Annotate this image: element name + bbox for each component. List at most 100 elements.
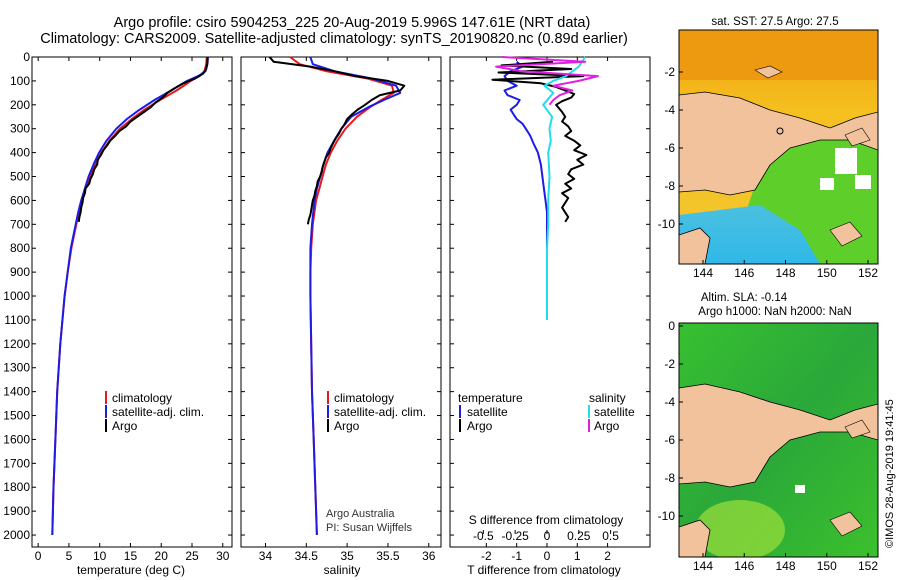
salinity-legend: climatology satellite-adj. clim. Argo Ar… [326, 391, 426, 534]
difference-frame [449, 56, 651, 548]
sst-land-australia [679, 227, 711, 264]
sla-gap [795, 485, 805, 493]
depth-tick-label: 400 [10, 146, 30, 160]
map-x-tick-label: 146 [734, 266, 754, 280]
legend-t-satellite-label: satellite [467, 405, 508, 419]
temperature-frame [31, 56, 233, 548]
s-difference-ticks: -0.5 -0.25 0 0.25 0.5 [473, 529, 619, 543]
salinity-series-satellite-adj-clim- [309, 56, 402, 536]
legend-t-argo-label: Argo [467, 419, 493, 433]
s-tick-label: 0.25 [567, 529, 591, 543]
temperature-legend: climatology satellite-adj. clim. Argo [105, 391, 204, 433]
depth-tick-label: 300 [10, 122, 30, 136]
s-tick-label: 0.5 [602, 529, 619, 543]
x-tick-label: 0 [35, 549, 42, 563]
x-tick-label: 20 [155, 549, 169, 563]
legend-satellite-label: satellite-adj. clim. [112, 405, 204, 419]
sla-map-title-line1: Altim. SLA: -0.14 [701, 292, 788, 304]
sst-cloud-gap [820, 178, 834, 190]
map-y-tick-label: -10 [658, 217, 676, 231]
sst-cloud-gap [855, 175, 871, 189]
depth-tick-label: 600 [10, 193, 30, 207]
map-y-tick-label: 0 [668, 319, 675, 333]
sst-map: sat. SST: 27.5 Argo: 27.5 144 146 148 150 15… [658, 16, 879, 280]
sla-island [829, 511, 863, 537]
sla-land-newguinea [679, 383, 878, 488]
map-x-tick-label: 144 [693, 266, 713, 280]
depth-tick-label: 1100 [4, 313, 30, 327]
map-y-tick-label: -2 [664, 357, 675, 371]
difference-series-t-satellite [503, 61, 548, 239]
depth-tick-label: 700 [10, 217, 30, 231]
salinity-panel: 34 34.5 35 35.5 36 [240, 56, 442, 563]
x-tick-label: 2 [604, 549, 611, 563]
map-y-tick-label: -6 [664, 433, 675, 447]
x-tick-label: 1 [574, 549, 581, 563]
sst-argo-marker [776, 127, 784, 135]
figure-title-line2: Climatology: CARS2009. Satellite-adjuste… [40, 31, 628, 47]
legend-climatology-label: climatology [334, 391, 394, 405]
legend-argo-label: Argo [112, 419, 138, 433]
credit-line2: PI: Susan Wijffels [326, 522, 412, 534]
depth-tick-label: 800 [10, 241, 30, 255]
depth-axis: 0 100 200 300 400 500 600 700 800 900 1000 1100 1200… [3, 50, 30, 542]
x-tick-label: -2 [481, 549, 492, 563]
depth-tick-label: 1300 [3, 361, 30, 375]
difference-series-s-argo [495, 56, 599, 106]
sla-land-australia [679, 519, 711, 557]
difference-axis-label: T difference from climatology [467, 563, 621, 577]
x-tick-label: 35 [340, 549, 354, 563]
temperature-axis-label: temperature (deg C) [77, 563, 185, 577]
figure-title-line1: Argo profile: csiro 5904253_225 20-Aug-2… [114, 15, 591, 31]
x-tick-label: 5 [66, 549, 73, 563]
difference-series-s-satellite [542, 56, 587, 320]
map-x-tick-label: 146 [734, 559, 754, 573]
x-tick-label: 10 [93, 549, 107, 563]
map-y-tick-label: -10 [658, 509, 676, 523]
temperature-series-argo [77, 57, 209, 223]
s-tick-label: -0.5 [473, 529, 494, 543]
sst-map-ticks: 144 146 148 150 152 -2 -4 -6 -8 -10 [658, 65, 879, 280]
sla-high-anomaly [695, 500, 785, 557]
map-x-tick-label: 152 [858, 266, 878, 280]
depth-tick-label: 1700 [3, 456, 30, 470]
depth-tick-label: 1800 [3, 480, 30, 494]
temperature-series-climatology [51, 56, 208, 536]
difference-panel: -2 -1 0 1 2 [449, 56, 651, 563]
imos-timestamp: ©IMOS 28-Aug-2019 19:41:45 [884, 399, 896, 548]
depth-tick-label: 900 [10, 265, 30, 279]
s-difference-axis-label: S difference from climatology [469, 513, 624, 527]
map-y-tick-label: -8 [664, 179, 675, 193]
sst-island [844, 127, 871, 147]
sst-land-newguinea [679, 91, 878, 196]
depth-tick-label: 1400 [3, 385, 30, 399]
x-tick-label: 35.5 [376, 549, 400, 563]
map-y-tick-label: -6 [664, 141, 675, 155]
s-tick-label: -0.25 [501, 529, 529, 543]
depth-tick-label: 0 [23, 50, 30, 64]
legend-s-satellite-label: satellite [594, 405, 635, 419]
legend-satellite-label: satellite-adj. clim. [334, 405, 426, 419]
sst-map-frame [678, 29, 879, 265]
sla-map-title-line2: Argo h1000: NaN h2000: NaN [698, 306, 851, 318]
difference-legend: temperature satellite Argo salinity sate… [458, 391, 635, 433]
map-y-tick-label: -8 [664, 471, 675, 485]
temperature-panel: 0 5 10 15 20 25 30 [31, 56, 233, 563]
depth-tick-label: 2000 [3, 528, 30, 542]
x-tick-label: 34.5 [295, 549, 319, 563]
sst-island [754, 65, 783, 79]
map-x-tick-label: 150 [817, 559, 837, 573]
x-tick-label: 34 [259, 549, 273, 563]
legend-argo-label: Argo [334, 419, 360, 433]
map-x-tick-label: 148 [775, 266, 795, 280]
depth-tick-label: 1200 [3, 337, 30, 351]
map-x-tick-label: 150 [817, 266, 837, 280]
depth-tick-label: 1600 [3, 432, 30, 446]
sst-map-title: sat. SST: 27.5 Argo: 27.5 [711, 16, 838, 28]
map-x-tick-label: 144 [693, 559, 713, 573]
map-x-tick-label: 152 [858, 559, 878, 573]
x-tick-label: 15 [124, 549, 138, 563]
difference-series-t-argo [491, 60, 588, 223]
x-tick-label: 30 [216, 549, 230, 563]
temperature-series-satellite-adj-clim- [51, 56, 209, 536]
